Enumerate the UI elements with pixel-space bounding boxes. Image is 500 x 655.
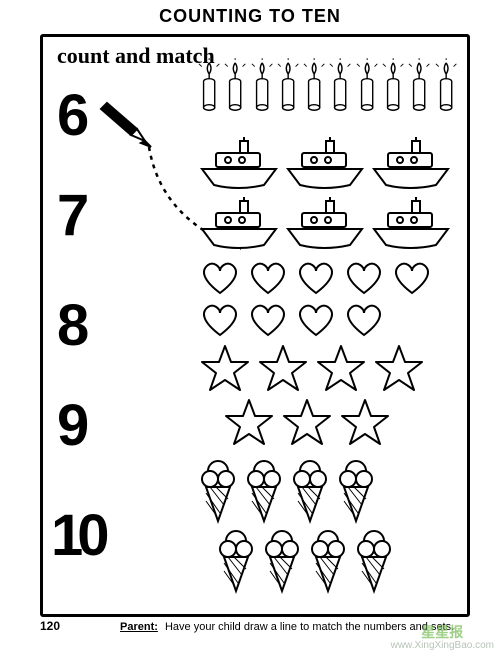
number-7: 7 (57, 187, 89, 245)
set-row (198, 257, 457, 297)
heart-icon (294, 257, 338, 297)
set-row (198, 135, 457, 191)
boat-icon (198, 195, 280, 251)
set-stars (198, 342, 457, 448)
candle-icon (277, 57, 299, 117)
set-boats (198, 135, 457, 251)
set-row (198, 342, 457, 394)
candle-icon (382, 57, 404, 117)
heart-icon (342, 257, 386, 297)
number-9: 9 (57, 397, 89, 455)
candle-icon (329, 57, 351, 117)
heart-icon (198, 257, 242, 297)
heart-icon (246, 257, 290, 297)
watermark-cn: 星星报 (391, 625, 494, 640)
star-icon (314, 342, 368, 394)
numbers-column: 6 7 8 9 10 (57, 87, 157, 604)
set-row (198, 457, 457, 525)
number-10: 10 (51, 507, 104, 565)
cone-icon (198, 457, 238, 525)
heart-icon (390, 257, 434, 297)
set-row (216, 527, 457, 595)
star-icon (338, 396, 392, 448)
set-hearts (198, 257, 457, 339)
set-cones (198, 457, 457, 595)
boat-icon (370, 195, 452, 251)
page-title: COUNTING TO TEN (0, 6, 500, 27)
boat-icon (198, 135, 280, 191)
heart-icon (198, 299, 242, 339)
cone-icon (216, 527, 256, 595)
cone-icon (262, 527, 302, 595)
star-icon (256, 342, 310, 394)
sets-column (198, 57, 457, 604)
worksheet-frame: count and match 6 7 8 9 10 (40, 34, 470, 617)
candle-icon (251, 57, 273, 117)
heart-icon (342, 299, 386, 339)
watermark-url: www.XingXingBao.com (391, 640, 494, 651)
cone-icon (336, 457, 376, 525)
star-icon (372, 342, 426, 394)
heart-icon (246, 299, 290, 339)
candle-icon (303, 57, 325, 117)
number-8: 8 (57, 297, 89, 355)
instruction-text: count and match (57, 43, 215, 69)
boat-icon (284, 195, 366, 251)
number-6: 6 (57, 87, 89, 145)
set-row (198, 299, 457, 339)
star-icon (280, 396, 334, 448)
candle-icon (224, 57, 246, 117)
boat-icon (284, 135, 366, 191)
candle-icon (198, 57, 220, 117)
cone-icon (308, 527, 348, 595)
parent-label: Parent: (120, 621, 158, 633)
candle-icon (356, 57, 378, 117)
star-icon (198, 342, 252, 394)
set-row (222, 396, 457, 448)
candle-icon (408, 57, 430, 117)
set-row (198, 57, 457, 117)
heart-icon (294, 299, 338, 339)
page-number: 120 (40, 619, 60, 633)
candle-icon (435, 57, 457, 117)
cone-icon (354, 527, 394, 595)
boat-icon (370, 135, 452, 191)
cone-icon (290, 457, 330, 525)
watermark: 星星报 www.XingXingBao.com (391, 625, 494, 651)
set-row (198, 195, 457, 251)
set-candles (198, 57, 457, 117)
cone-icon (244, 457, 284, 525)
star-icon (222, 396, 276, 448)
